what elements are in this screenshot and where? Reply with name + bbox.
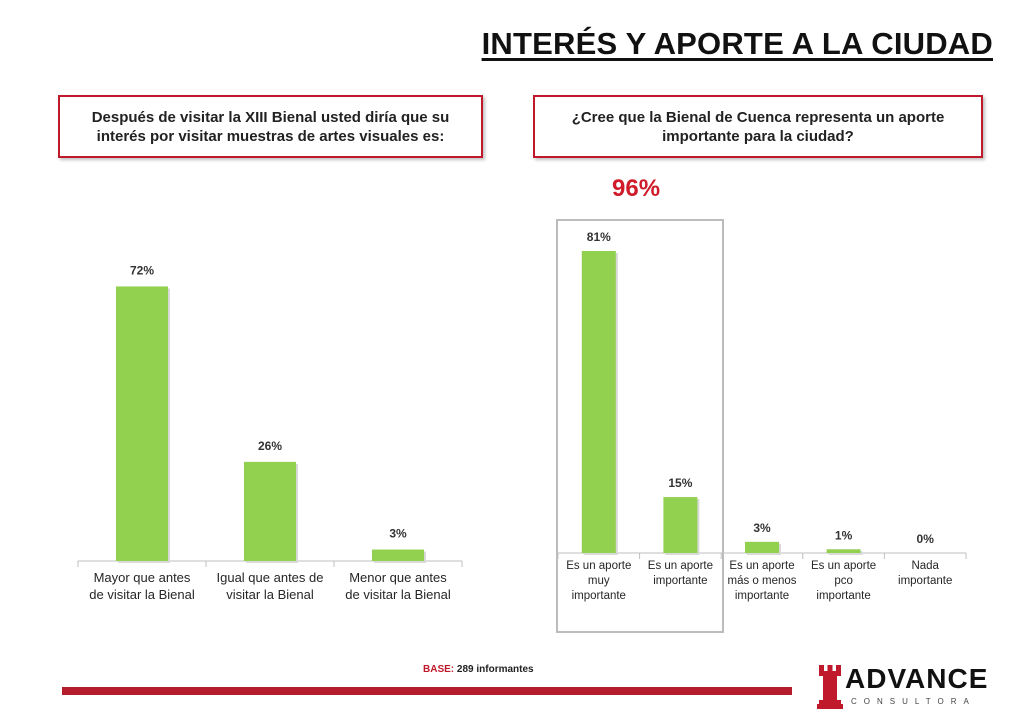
advance-logo: ADVANCE CONSULTORA xyxy=(815,663,1005,713)
category-label: pco xyxy=(834,575,853,587)
data-label: 81% xyxy=(587,230,611,244)
category-label: de visitar la Bienal xyxy=(345,587,451,602)
data-label: 3% xyxy=(753,521,771,535)
bar-shadow xyxy=(828,551,863,555)
bar xyxy=(581,251,616,553)
category-label: Igual que antes de xyxy=(217,570,324,585)
category-label: Es un aporte xyxy=(566,560,631,572)
category-label: importante xyxy=(653,575,707,587)
chart-contribution: 81% Es un aporte muy importante 15% Es un apo… xyxy=(557,230,967,602)
category-label: visitar la Bienal xyxy=(226,587,314,602)
highlight-percent: 96% xyxy=(612,175,661,202)
category-label: importante xyxy=(898,575,952,587)
base-label: BASE: xyxy=(423,664,455,675)
data-label: 1% xyxy=(835,528,853,542)
bar xyxy=(116,286,168,561)
category-label: Nada xyxy=(911,560,939,572)
question-right-text: ¿Cree que la Bienal de Cuenca representa… xyxy=(571,108,945,145)
base-note: BASE: 289 informantes xyxy=(423,664,534,675)
data-label: 72% xyxy=(130,263,154,277)
bar xyxy=(663,497,698,553)
category-label: Es un aporte xyxy=(648,560,713,572)
bar xyxy=(244,461,296,561)
category-label: Menor que antes xyxy=(349,570,447,585)
category-label: importante xyxy=(816,590,870,602)
category-label: importante xyxy=(572,590,626,602)
category-label: Es un aporte xyxy=(729,560,794,572)
page-title: INTERÉS Y APORTE A LA CIUDAD xyxy=(481,26,993,61)
base-value: 289 informantes xyxy=(456,664,534,675)
data-label: 3% xyxy=(389,527,407,541)
question-box-left: Después de visitar la XIII Bienal usted … xyxy=(58,95,483,158)
logo-word: ADVANCE xyxy=(845,663,989,694)
question-left-text: Después de visitar la XIII Bienal usted … xyxy=(91,108,450,145)
category-label: muy xyxy=(588,575,610,587)
data-label: 0% xyxy=(917,532,935,546)
question-box-right: ¿Cree que la Bienal de Cuenca representa… xyxy=(533,95,983,158)
category-label: más o menos xyxy=(727,575,796,587)
category-label: de visitar la Bienal xyxy=(89,587,195,602)
data-label: 15% xyxy=(668,476,692,490)
category-label: importante xyxy=(735,590,789,602)
data-label: 26% xyxy=(258,439,282,453)
rook-icon xyxy=(817,665,843,709)
bar xyxy=(372,549,424,561)
bar xyxy=(745,541,779,553)
highlight-frame xyxy=(556,219,724,633)
chart-interest: 72% Mayor que antes de visitar la Bienal 26… xyxy=(77,263,463,602)
footer-bar xyxy=(62,687,792,695)
bar xyxy=(826,549,861,553)
logo-subtitle: CONSULTORA xyxy=(851,697,976,706)
category-label: Es un aporte xyxy=(811,560,876,572)
category-label: Mayor que antes xyxy=(94,570,191,585)
